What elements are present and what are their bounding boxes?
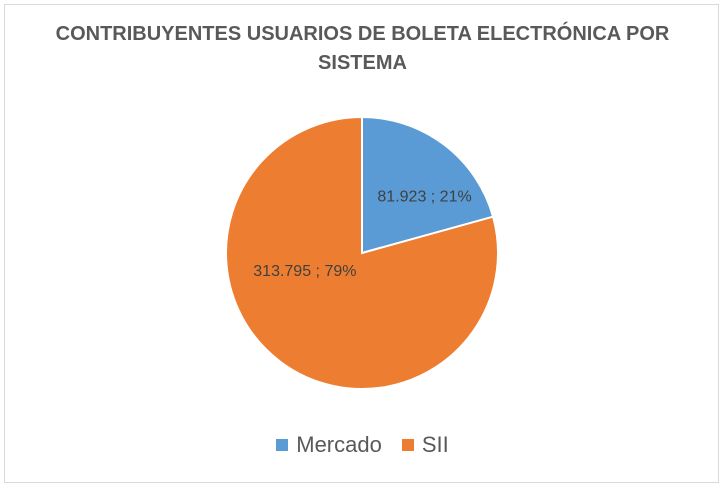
data-label-sii: 313.795 ; 79% xyxy=(253,263,356,280)
legend-label-sii: SII xyxy=(421,432,449,457)
legend: Mercado SII xyxy=(0,432,725,458)
legend-label-mercado: Mercado xyxy=(296,432,382,457)
chart-title: CONTRIBUYENTES USUARIOS DE BOLETA ELECTR… xyxy=(55,23,670,74)
legend-swatch-sii xyxy=(401,439,414,451)
legend-item-mercado: Mercado xyxy=(276,432,382,458)
data-label-mercado: 81.923 ; 21% xyxy=(377,188,471,205)
legend-item-sii: SII xyxy=(401,432,449,458)
pie-slices xyxy=(225,115,499,390)
pie-slice-sii xyxy=(225,115,499,390)
pie-data-labels: 81.923 ; 21% 313.795 ; 79% xyxy=(253,188,471,280)
pie-slice-mercado xyxy=(361,115,495,255)
legend-swatch-mercado xyxy=(276,439,289,451)
